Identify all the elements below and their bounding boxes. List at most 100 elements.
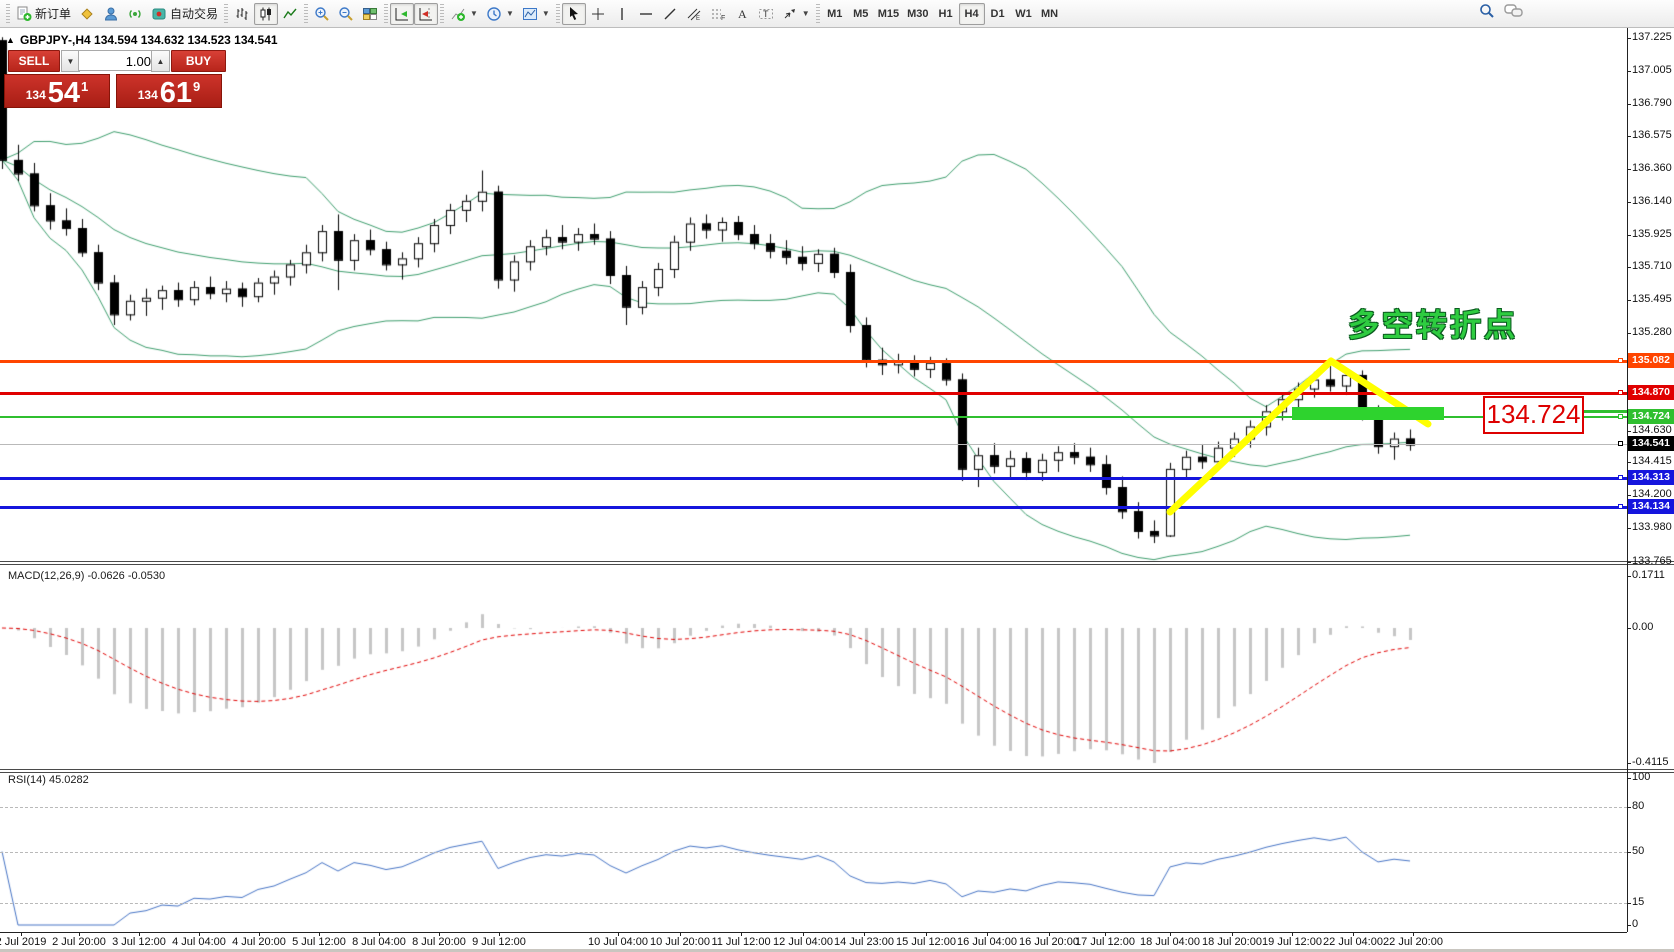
price-axis-tick: [1627, 333, 1631, 334]
tile-windows-button[interactable]: [358, 3, 382, 25]
rsi-level-line: [0, 807, 1627, 808]
support-highlight-bar[interactable]: [1292, 407, 1444, 420]
bar-chart-icon: [234, 6, 250, 22]
chat-icon[interactable]: [1504, 2, 1524, 25]
svg-text:E: E: [696, 16, 700, 22]
horizontal-line-tool-button[interactable]: [634, 3, 658, 25]
price-axis-tick: [1627, 136, 1631, 137]
price-axis-tick: [1627, 431, 1631, 432]
time-axis-label: 3 Jul 12:00: [112, 936, 166, 948]
timeframe-m5[interactable]: M5: [848, 3, 874, 25]
hline-135.082[interactable]: [0, 360, 1627, 363]
price-axis-label: 135.495: [1632, 293, 1672, 305]
rsi-axis-tick: [1627, 925, 1631, 926]
hline-134.313[interactable]: [0, 477, 1627, 480]
market-watch-button[interactable]: [75, 3, 99, 25]
zoom-in-button[interactable]: [310, 3, 334, 25]
new-order-button[interactable]: 新订单: [12, 3, 75, 25]
auto-trading-button[interactable]: 自动交易: [147, 3, 222, 25]
pane-separator[interactable]: [0, 769, 1674, 770]
time-axis-label: 11 Jul 12:00: [711, 936, 771, 948]
time-axis-label: 2 Jul 20:00: [52, 936, 106, 948]
line-end-marker: [1618, 441, 1623, 446]
toolbar-grip: [555, 3, 560, 24]
search-icon[interactable]: [1478, 2, 1496, 25]
cursor-tool-button[interactable]: [561, 2, 586, 25]
svg-text:A: A: [738, 7, 747, 21]
pane-separator[interactable]: [0, 564, 1674, 565]
timeframe-h4[interactable]: H4: [958, 2, 985, 25]
channel-tool-button[interactable]: E: [682, 3, 706, 25]
hline-134.870[interactable]: [0, 392, 1627, 395]
time-axis-tick: [499, 932, 500, 936]
timeframe-h1[interactable]: H1: [933, 3, 959, 25]
profile-button[interactable]: [99, 3, 123, 25]
time-axis-label: 16 Jul 20:00: [1019, 936, 1079, 948]
timeframe-mn[interactable]: MN: [1037, 3, 1063, 25]
zoom-out-button[interactable]: [334, 3, 358, 25]
buy-price-big: 61: [159, 77, 193, 109]
price-axis-label: 133.765: [1632, 555, 1672, 567]
price-axis-label: 136.140: [1632, 195, 1672, 207]
label-tool-button[interactable]: T: [754, 3, 778, 25]
time-axis-tick: [319, 932, 320, 936]
time-axis-label: 10 Jul 04:00: [588, 936, 648, 948]
price-axis-tick: [1627, 235, 1631, 236]
price-axis-label: 134.415: [1632, 455, 1672, 467]
time-axis-label: 4 Jul 04:00: [172, 936, 226, 948]
rsi-axis-tick: [1627, 807, 1631, 808]
sell-price-button[interactable]: 134 54 1: [4, 74, 110, 108]
chart-shift-button[interactable]: [414, 2, 439, 25]
text-tool-button[interactable]: A: [730, 3, 754, 25]
pane-separator[interactable]: [0, 772, 1674, 773]
buy-button[interactable]: BUY: [171, 50, 226, 72]
add-indicator-button[interactable]: ▼: [446, 3, 482, 25]
candle-chart-button[interactable]: [254, 2, 279, 25]
price-axis-label: 136.360: [1632, 162, 1672, 174]
price-callout-box[interactable]: 134.724: [1483, 396, 1584, 434]
period-button[interactable]: ▼: [482, 3, 518, 25]
price-axis-tick: [1627, 562, 1631, 563]
fibonacci-tool-button[interactable]: F: [706, 3, 730, 25]
bar-chart-button[interactable]: [230, 3, 254, 25]
volume-up-button[interactable]: ▲: [151, 50, 170, 72]
price-axis-border: [1627, 28, 1628, 932]
timeframe-m1[interactable]: M1: [822, 3, 848, 25]
buy-price-button[interactable]: 134 61 9: [116, 74, 222, 108]
price-axis-label: 135.280: [1632, 326, 1672, 338]
line-chart-icon: [282, 6, 298, 22]
buy-price-sup: 9: [193, 79, 201, 94]
time-axis-tick: [1105, 932, 1106, 936]
turning-point-annotation[interactable]: 多空转折点: [1348, 308, 1518, 343]
timeframe-m15[interactable]: M15: [874, 3, 903, 25]
rsi-axis-tick: [1627, 852, 1631, 853]
timeframe-d1[interactable]: D1: [985, 3, 1011, 25]
crosshair-tool-button[interactable]: [586, 3, 610, 25]
time-axis-label: 2 Jul 2019: [0, 936, 47, 948]
timeframe-m30[interactable]: M30: [903, 3, 932, 25]
hline-134.541[interactable]: [0, 444, 1627, 445]
price-axis-flag-134.541: 134.541: [1628, 436, 1674, 451]
line-chart-button[interactable]: [278, 3, 302, 25]
zoom-out-icon: [338, 6, 354, 22]
hline-134.134[interactable]: [0, 506, 1627, 509]
macd-axis-tick: [1627, 576, 1631, 577]
dropdown-caret: ▼: [505, 9, 514, 18]
time-axis-label: 8 Jul 04:00: [352, 936, 406, 948]
collapse-arrow-icon[interactable]: ▲: [6, 35, 15, 45]
auto-scroll-button[interactable]: [390, 2, 415, 25]
sell-button[interactable]: SELL: [8, 50, 60, 72]
arrows-tool-button[interactable]: ▼: [778, 3, 814, 25]
trendline-tool-button[interactable]: [658, 3, 682, 25]
rsi-level-line: [0, 903, 1627, 904]
vertical-line-tool-button[interactable]: [610, 3, 634, 25]
time-axis-label: 15 Jul 12:00: [896, 936, 956, 948]
pane-separator[interactable]: [0, 561, 1674, 562]
volume-input[interactable]: [78, 50, 157, 71]
cursor-icon: [566, 6, 582, 22]
hline-134.724[interactable]: [0, 416, 1627, 418]
chart-canvas[interactable]: [0, 28, 1627, 932]
timeframe-w1[interactable]: W1: [1011, 3, 1037, 25]
template-button[interactable]: ▼: [518, 3, 554, 25]
signals-button[interactable]: [123, 3, 147, 25]
